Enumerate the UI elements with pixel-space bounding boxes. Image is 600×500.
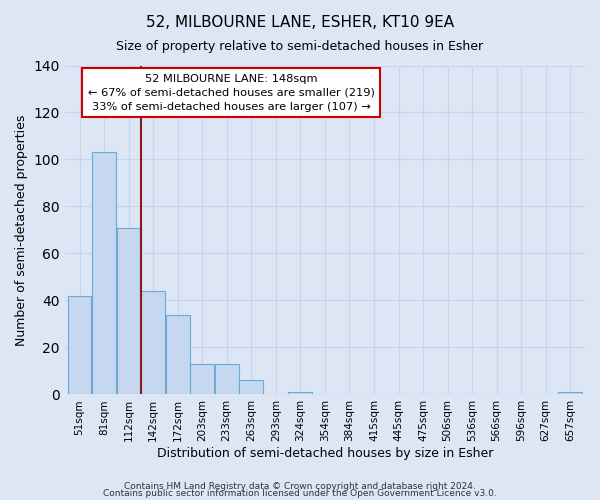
Bar bbox=[92, 152, 116, 394]
Bar bbox=[289, 392, 312, 394]
Text: 52, MILBOURNE LANE, ESHER, KT10 9EA: 52, MILBOURNE LANE, ESHER, KT10 9EA bbox=[146, 15, 454, 30]
Bar bbox=[190, 364, 214, 394]
Bar bbox=[68, 296, 91, 394]
Text: Contains HM Land Registry data © Crown copyright and database right 2024.: Contains HM Land Registry data © Crown c… bbox=[124, 482, 476, 491]
Text: Size of property relative to semi-detached houses in Esher: Size of property relative to semi-detach… bbox=[116, 40, 484, 53]
Y-axis label: Number of semi-detached properties: Number of semi-detached properties bbox=[15, 114, 28, 346]
Bar bbox=[166, 314, 190, 394]
X-axis label: Distribution of semi-detached houses by size in Esher: Distribution of semi-detached houses by … bbox=[157, 447, 493, 460]
Bar bbox=[116, 228, 140, 394]
Text: 52 MILBOURNE LANE: 148sqm
← 67% of semi-detached houses are smaller (219)
33% of: 52 MILBOURNE LANE: 148sqm ← 67% of semi-… bbox=[88, 74, 374, 112]
Bar bbox=[239, 380, 263, 394]
Bar bbox=[141, 291, 165, 395]
Text: Contains public sector information licensed under the Open Government Licence v3: Contains public sector information licen… bbox=[103, 489, 497, 498]
Bar bbox=[215, 364, 239, 394]
Bar bbox=[559, 392, 582, 394]
